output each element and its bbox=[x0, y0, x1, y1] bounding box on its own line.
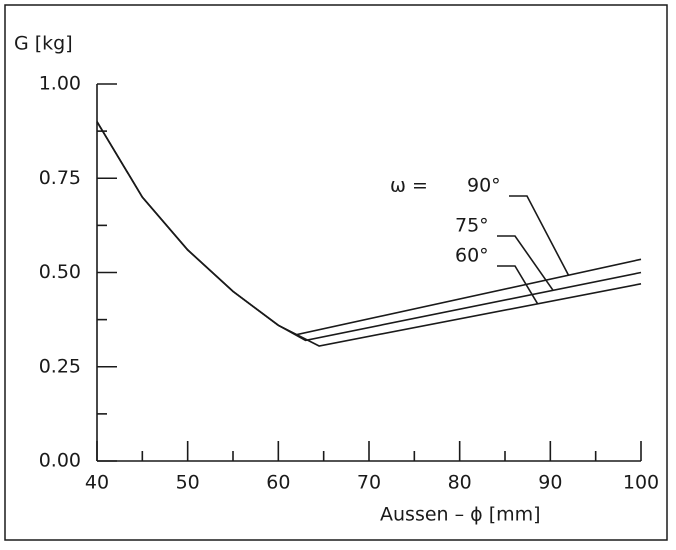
y-tick-label: 0.25 bbox=[39, 355, 81, 377]
leader-line bbox=[497, 235, 554, 291]
x-tick-label: 100 bbox=[623, 472, 659, 494]
y-axis-label: G [kg] bbox=[14, 33, 73, 55]
y-tick-label: 0.00 bbox=[39, 450, 81, 472]
x-tick-label: 50 bbox=[176, 472, 200, 494]
y-tick-label: 0.75 bbox=[39, 167, 81, 189]
x-tick-label: 70 bbox=[357, 472, 381, 494]
series-line bbox=[96, 121, 642, 347]
x-tick-label: 40 bbox=[85, 472, 109, 494]
y-tick-label: 1.00 bbox=[39, 73, 81, 95]
leader-line bbox=[497, 265, 539, 305]
legend-label: 60° bbox=[455, 245, 489, 267]
x-axis-label: Aussen – ϕ [mm] bbox=[380, 504, 541, 526]
frame bbox=[4, 4, 668, 541]
x-tick-label: 60 bbox=[266, 472, 290, 494]
series-line bbox=[96, 121, 642, 336]
legend-label: 75° bbox=[455, 215, 489, 237]
y-tick-label: 0.50 bbox=[39, 261, 81, 283]
x-tick-label: 80 bbox=[448, 472, 472, 494]
legend-label: 90° bbox=[467, 175, 501, 197]
series-line bbox=[96, 121, 642, 342]
leader-line bbox=[509, 195, 570, 276]
x-tick-label: 90 bbox=[538, 472, 562, 494]
legend-prefix: ω = bbox=[390, 175, 428, 197]
